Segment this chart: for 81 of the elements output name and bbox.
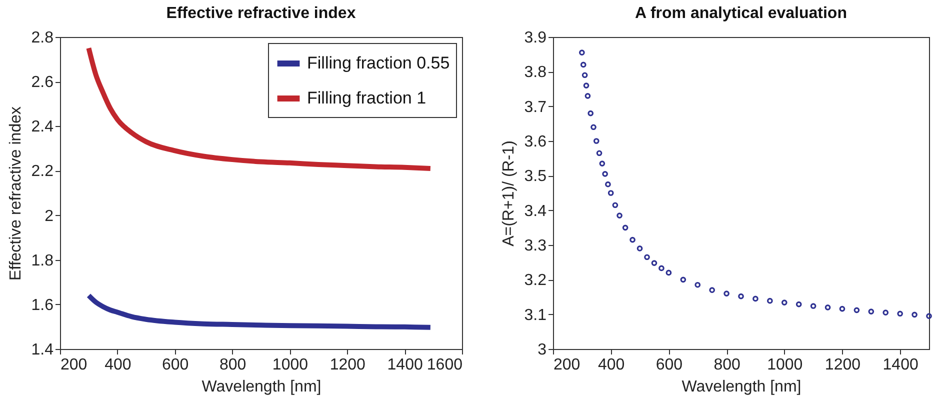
point bbox=[926, 313, 932, 319]
point bbox=[596, 150, 602, 156]
point bbox=[616, 212, 622, 218]
point bbox=[583, 82, 590, 88]
point bbox=[709, 287, 715, 293]
y-tick-label: 3.3 bbox=[524, 238, 547, 254]
point bbox=[582, 72, 588, 78]
point bbox=[724, 290, 730, 296]
y-axis-title: A=(R+1)/ (R-1) bbox=[500, 140, 518, 246]
point bbox=[882, 310, 889, 316]
point bbox=[658, 265, 664, 272]
point bbox=[612, 202, 618, 208]
x-tick-label: 200 bbox=[554, 356, 580, 374]
x-tick-label: 1600 bbox=[426, 356, 463, 374]
legend-label: Filling fraction 0.55 bbox=[307, 54, 450, 72]
y-tick-label: 3.6 bbox=[524, 134, 547, 150]
y-tick-label: 2.6 bbox=[31, 74, 54, 92]
point bbox=[651, 260, 658, 266]
point bbox=[680, 276, 686, 283]
point bbox=[694, 282, 701, 288]
x-tick-label: 600 bbox=[656, 356, 683, 374]
x-tick-label: 600 bbox=[162, 356, 189, 374]
y-tick-label: 1.6 bbox=[31, 296, 54, 314]
point bbox=[781, 300, 788, 306]
x-axis-title: Wavelength [nm] bbox=[682, 378, 802, 396]
y-tick-label: 3.8 bbox=[524, 64, 547, 82]
point bbox=[912, 312, 918, 318]
point bbox=[590, 124, 596, 130]
point bbox=[605, 181, 611, 188]
y-tick-label: 3.1 bbox=[524, 306, 547, 324]
y-tick-label: 3.9 bbox=[524, 30, 547, 46]
point bbox=[666, 270, 672, 276]
point bbox=[767, 298, 773, 304]
x-tick-label: 400 bbox=[104, 356, 132, 374]
x-tick-label: 1000 bbox=[272, 356, 308, 374]
point bbox=[622, 224, 628, 231]
y-tick-label: 3.7 bbox=[524, 98, 547, 116]
y-tick-label: 3 bbox=[538, 342, 547, 358]
point bbox=[810, 303, 816, 309]
y-tick-label: 3.4 bbox=[524, 202, 547, 220]
x-tick-label: 1200 bbox=[330, 356, 366, 374]
x-tick-label: 400 bbox=[598, 356, 625, 374]
y-tick-label: 1.8 bbox=[31, 252, 54, 270]
point bbox=[868, 308, 874, 314]
point bbox=[738, 293, 744, 300]
point bbox=[636, 246, 643, 252]
x-tick-label: 1400 bbox=[882, 356, 918, 374]
point bbox=[580, 62, 586, 68]
x-tick-label: 1400 bbox=[387, 356, 423, 374]
point bbox=[897, 310, 903, 317]
y-tick-label: 2 bbox=[44, 208, 54, 225]
y-tick-label: 2.4 bbox=[31, 118, 54, 136]
point bbox=[584, 93, 591, 99]
point bbox=[599, 160, 606, 166]
x-tick-label: 1000 bbox=[767, 356, 803, 374]
y-tick-label: 1.4 bbox=[31, 342, 54, 358]
chart-title: A from analytical evaluation bbox=[635, 5, 847, 22]
point bbox=[602, 171, 608, 177]
point bbox=[588, 110, 594, 116]
x-tick-label: 200 bbox=[60, 356, 88, 374]
y-tick-label: 3.2 bbox=[524, 272, 547, 290]
chart-title: Effective refractive index bbox=[166, 5, 356, 22]
point bbox=[839, 306, 846, 312]
point bbox=[644, 254, 650, 260]
y-tick-label: 2.2 bbox=[31, 163, 54, 180]
x-axis-title: Wavelength [nm] bbox=[202, 378, 322, 396]
x-tick-label: 1200 bbox=[824, 356, 861, 374]
x-tick-label: 800 bbox=[714, 356, 740, 374]
point bbox=[593, 138, 600, 144]
point bbox=[824, 304, 831, 310]
y-axis-title: Effective refractive index bbox=[7, 106, 24, 281]
legend-label: Filling fraction 1 bbox=[307, 88, 426, 108]
y-tick-label: 2.8 bbox=[31, 30, 54, 46]
x-tick-label: 800 bbox=[219, 356, 246, 374]
point bbox=[854, 307, 860, 314]
point bbox=[752, 296, 758, 302]
y-tick-label: 3.5 bbox=[524, 168, 547, 186]
point bbox=[608, 190, 614, 196]
point bbox=[579, 50, 585, 56]
point bbox=[796, 301, 802, 308]
point bbox=[630, 236, 636, 243]
